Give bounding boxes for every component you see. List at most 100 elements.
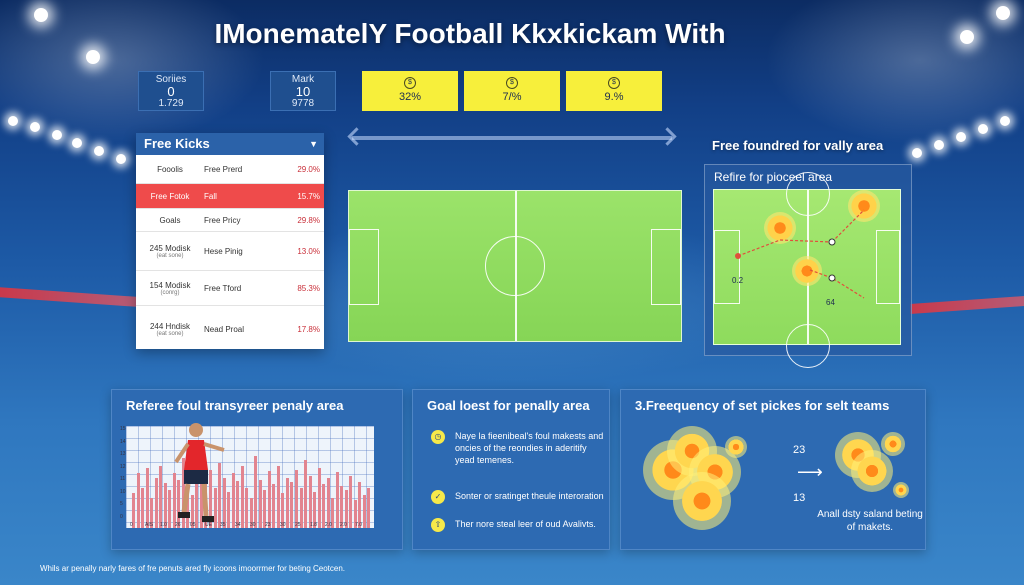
x-tick-label: 1.0 — [160, 522, 167, 528]
y-tick-label: 15 — [120, 426, 126, 432]
percent-card-1[interactable]: $ 32% — [362, 71, 458, 111]
row-type: Nead Proal — [204, 324, 245, 334]
chart-bar — [362, 495, 366, 528]
mini-pitch-heatmap[interactable]: 0.2 64 — [713, 172, 901, 368]
table-row[interactable]: Goals Free Pricy 29.8% — [136, 209, 324, 232]
row-note: (eat sone) — [156, 330, 184, 337]
double-arrow-icon — [352, 136, 672, 140]
row-percent: 85.3% — [297, 283, 320, 293]
y-tick-label: 12 — [120, 463, 126, 470]
chart-bar — [299, 488, 303, 528]
chart-bar — [281, 493, 285, 528]
chevron-down-icon[interactable]: ▼ — [309, 139, 318, 149]
chart-bar — [227, 492, 231, 528]
row-name: 245 Modisk — [149, 243, 191, 253]
check-icon: ✓ — [431, 490, 445, 504]
heat-spot — [792, 256, 822, 286]
table-row[interactable]: Fooolis Free Prerd 29.0% — [136, 155, 324, 184]
percent-card-3[interactable]: $ 9.% — [566, 71, 662, 111]
row-percent: 15.7% — [297, 191, 320, 201]
chart-bar — [218, 463, 222, 528]
stadium-light — [30, 122, 40, 132]
row-type: Free Pricy — [204, 215, 241, 225]
foul-bar-chart[interactable]: 15 14 13 12 11 10 5 0 0 AIS 1.0 26 05 UE 35 34 30 23 30 25 1… — [120, 426, 374, 528]
chart-bar — [240, 466, 244, 528]
chart-bar — [295, 470, 299, 528]
chart-bar — [285, 478, 289, 528]
chart-bar — [353, 500, 357, 528]
row-type: Fall — [204, 191, 217, 201]
y-tick-label: 5 — [120, 501, 123, 507]
goal-card-title: Goal loest for penally area — [427, 398, 590, 413]
heat-spot — [848, 190, 880, 222]
row-percent: 17.8% — [297, 324, 320, 334]
row-percent: 13.0% — [297, 246, 320, 256]
x-tick-label: 35 — [220, 522, 226, 528]
frequency-blob — [893, 482, 909, 498]
chart-bar — [199, 468, 203, 528]
list-item[interactable]: ✓ Sonter or sratinget theule interoratio… — [431, 490, 605, 504]
stadium-light — [1000, 116, 1010, 126]
stadium-light — [996, 6, 1010, 20]
goal-item-text: Ther nore steal leer of oud Avalivts. — [455, 519, 596, 529]
chart-bar — [263, 490, 267, 528]
table-row[interactable]: 245 Modisk (eat sone) Hese Pinig 13.0% — [136, 232, 324, 271]
chart-bar — [331, 498, 335, 528]
stadium-light — [956, 132, 966, 142]
table-row[interactable]: 244 Hndisk (eat sone) Nead Proal 17.8% — [136, 306, 324, 352]
stadium-light — [86, 50, 100, 64]
chart-bar — [190, 495, 194, 528]
chart-bar — [150, 498, 154, 528]
frequency-caption: Anall dsty saland beting of makets. — [817, 509, 923, 533]
chart-bar — [258, 480, 262, 528]
row-note: (conrg) — [160, 289, 180, 296]
chart-bar — [254, 456, 258, 528]
chart-bar — [231, 473, 235, 528]
goal-item-text: Sonter or sratinget theule interoration — [455, 491, 604, 501]
coin-icon: $ — [608, 77, 620, 89]
row-name: Free Fotok — [150, 191, 190, 201]
stadium-light — [960, 30, 974, 44]
list-item[interactable]: ⇧ Ther nore steal leer of oud Avalivts. — [431, 518, 605, 532]
chart-bar — [172, 473, 176, 528]
point-label: 0.2 — [732, 276, 744, 285]
free-kicks-header[interactable]: Free Kicks ▼ — [136, 133, 324, 155]
stadium-light — [116, 154, 126, 164]
coin-icon: $ — [506, 77, 518, 89]
row-name: Fooolis — [157, 164, 183, 174]
x-tick-label: AIS — [145, 522, 154, 528]
coin-icon: $ — [404, 77, 416, 89]
chart-bar — [326, 478, 330, 528]
x-tick-label: 23 — [265, 522, 271, 528]
referee-card-title: Referee foul transyreer penaly area — [126, 398, 344, 413]
table-row-highlighted[interactable]: Free Fotok Fall 15.7% — [136, 184, 324, 209]
chart-bar — [132, 493, 135, 528]
x-tick-label: 25 — [295, 522, 301, 528]
free-region-title: Free foundred for vally area — [712, 138, 884, 153]
row-type: Hese Pinig — [204, 246, 243, 256]
penalty-box-right — [876, 230, 900, 304]
table-row[interactable]: 154 Modisk (conrg) Free Tford 85.3% — [136, 271, 324, 306]
x-tick-label: 34 — [235, 522, 241, 528]
chart-bar — [358, 482, 362, 528]
goal-card: Goal loest for penally area ◷ Naye la fi… — [412, 389, 610, 550]
x-tick-label: 30 — [280, 522, 286, 528]
stat-sub: 9778 — [291, 98, 315, 109]
row-type: Free Prerd — [204, 164, 243, 174]
football-pitch[interactable] — [348, 190, 682, 342]
center-circle — [786, 324, 830, 368]
chart-bar — [340, 486, 344, 528]
chart-bar — [308, 476, 312, 528]
frequency-card-title: 3.Freequency of set pickes for selt team… — [635, 398, 890, 413]
stat-box-series: Soriies 0 1.729 — [138, 71, 204, 111]
chart-bar — [322, 484, 326, 528]
stat-label: Mark — [291, 74, 315, 85]
frequency-blob — [851, 450, 893, 492]
percent-value: 32% — [398, 91, 422, 103]
row-percent: 29.8% — [297, 215, 320, 225]
chart-bar — [208, 470, 212, 528]
chart-bar — [181, 458, 185, 528]
percent-card-2[interactable]: $ 7/% — [464, 71, 560, 111]
list-item[interactable]: ◷ Naye la fieenibeal's foul makests and … — [431, 430, 605, 466]
chart-bar — [367, 488, 371, 528]
